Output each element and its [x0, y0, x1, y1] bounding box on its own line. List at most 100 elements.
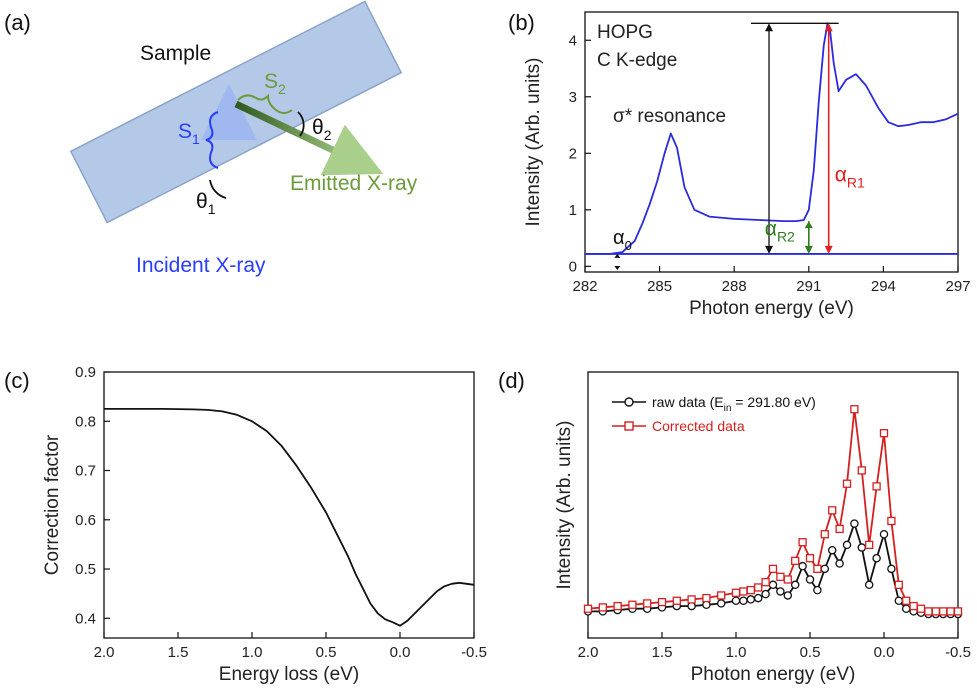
raw-data-point: [753, 593, 763, 603]
corrected-data-point: [613, 601, 622, 611]
annotation-alpha-r1: αR1: [835, 164, 865, 191]
raw-data-point: [887, 564, 896, 574]
x-tick-label: 2.0: [578, 644, 599, 661]
corrected-data-point: [643, 599, 652, 608]
raw-data-point: [716, 599, 726, 608]
plot-frame: [587, 371, 959, 639]
raw-data-point: [731, 596, 741, 606]
y-tick-label: 0.4: [75, 610, 96, 627]
x-tick-label: 1.0: [242, 644, 263, 661]
y-tick-label: 0.5: [75, 561, 96, 578]
x-tick-label: 291: [796, 278, 821, 295]
panel-c-label: (c): [4, 368, 30, 393]
corrected-data-point: [924, 607, 933, 616]
x-tick-label: -0.5: [945, 644, 971, 661]
corrected-data-point: [657, 597, 667, 607]
raw-data-point: [827, 545, 837, 555]
panel-d: (d) 2.0 1.5 1.0 0.5 0.0 -0.5 Photon energy (eV…: [498, 368, 971, 685]
raw-data-point: [761, 589, 770, 599]
corrected-data-point: [850, 405, 859, 414]
x-tick-label: 0.0: [874, 644, 895, 661]
legend-raw-label: raw data (Ein = 291.80 eV): [652, 394, 816, 414]
x-tick-label: 1.0: [726, 644, 747, 661]
y-tick-label: 3: [569, 89, 577, 106]
corrected-data-point: [887, 516, 896, 526]
corrected-data-point: [717, 591, 726, 600]
corrected-data-point: [842, 479, 852, 488]
annotation-edge: C K-edge: [597, 50, 677, 71]
x-tick-label: 285: [647, 278, 672, 295]
raw-data-point: [835, 559, 844, 568]
corrected-data-point: [946, 607, 955, 616]
raw-data-point: [894, 596, 904, 606]
corrected-data-point: [776, 572, 785, 581]
corrected-data-point: [702, 593, 711, 603]
raw-data-point: [798, 561, 807, 571]
s1-brace: [205, 111, 219, 169]
y-tick-label: 0.9: [75, 364, 96, 381]
raw-data-point: [850, 519, 859, 528]
raw-data-point: [776, 587, 785, 596]
x-tick-label: 1.5: [652, 644, 673, 661]
corrected-data-point: [828, 506, 837, 515]
corrected-data-point: [902, 596, 911, 605]
corrected-data-point: [783, 575, 792, 584]
x-tick-label: 294: [871, 278, 896, 295]
emitted-label: Emitted X-ray: [290, 172, 418, 195]
panel-a-label: (a): [4, 10, 31, 35]
corrected-data-point: [894, 580, 903, 589]
x-axis-title: Photon energy (eV): [689, 298, 854, 319]
raw-data-point: [805, 575, 815, 584]
plot-frame: [584, 11, 959, 273]
corrected-data-point: [672, 596, 681, 605]
x-tick-label: 2.0: [94, 644, 115, 661]
legend-raw-marker: [624, 397, 634, 407]
s2-label: S2: [264, 70, 286, 97]
corrected-data-point: [583, 604, 593, 613]
raw-data-point: [820, 564, 830, 574]
corrected-data-point: [865, 540, 874, 550]
alpha0-arrow: [614, 253, 621, 270]
corrected-data-point: [939, 607, 948, 616]
corrected-data-point: [628, 600, 637, 609]
raw-data-point: [813, 585, 822, 595]
corrected-data-point: [739, 587, 748, 596]
corrected-data-point: [879, 429, 889, 438]
corrected-data-point: [746, 585, 755, 595]
y-tick-label: 0.7: [75, 463, 96, 480]
y-tick-label: 1: [569, 202, 577, 219]
corrected-data-point: [916, 604, 926, 613]
corrected-data-point: [805, 554, 815, 563]
x-tick-label: 0.0: [390, 644, 411, 661]
annotation-alpha-r2: αR2: [765, 217, 795, 244]
x-tick-label: 297: [945, 278, 970, 295]
raw-data-point: [857, 543, 867, 552]
corrected-data-point: [820, 530, 829, 539]
corrected-data-point: [835, 524, 844, 534]
panel-b: (b) 282 285 288 291 294 297 0 1 2 3 4 Photon energy…: [508, 10, 971, 319]
panel-a: (a) Sample S1 S2 θ1 θ2 Emitted X-ray Inc…: [4, 0, 418, 277]
x-tick-label: 282: [572, 278, 597, 295]
raw-data-point: [872, 553, 881, 563]
raw-data-point: [739, 596, 748, 606]
panel-b-label: (b): [508, 10, 535, 35]
panel-d-label: (d): [498, 368, 525, 393]
y-tick-label: 0.8: [75, 413, 96, 430]
corrected-data-point: [768, 564, 778, 573]
legend-corrected-marker: [624, 421, 634, 431]
raw-data-point: [842, 540, 852, 550]
emitted-arrow: [234, 100, 384, 176]
legend-corrected-label: Corrected data: [652, 418, 745, 434]
x-tick-label: 0.5: [316, 644, 337, 661]
y-axis-title: Intensity (Arb. units): [523, 58, 544, 227]
plot-frame: [103, 371, 475, 639]
annotation-alpha0: α0: [613, 227, 632, 253]
y-tick-label: 0: [569, 258, 577, 275]
x-tick-label: 1.5: [168, 644, 189, 661]
corrected-data-point: [953, 607, 963, 616]
x-axis-title: Energy loss (eV): [219, 664, 359, 685]
corrected-data-point: [798, 538, 807, 547]
x-tick-label: 0.5: [800, 644, 821, 661]
y-tick-label: 0.6: [75, 512, 96, 529]
